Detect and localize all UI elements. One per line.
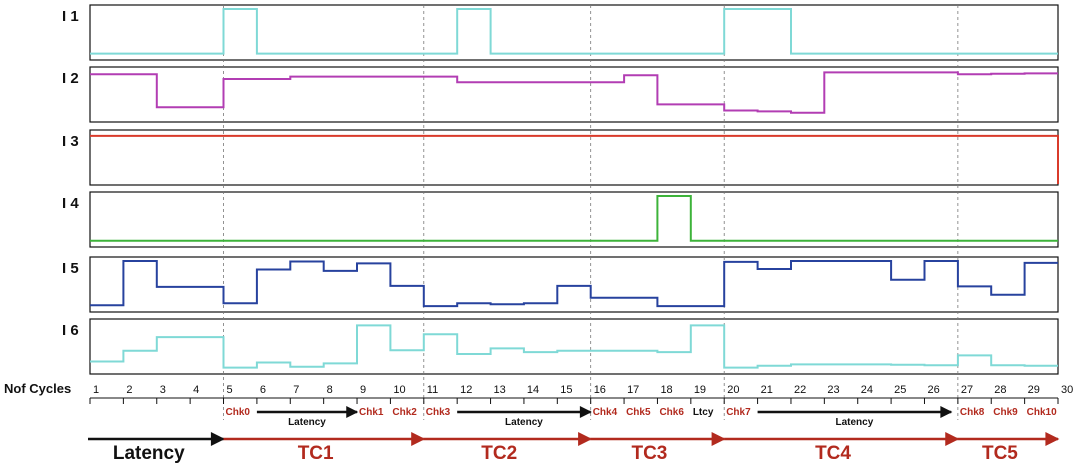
checkpoint-annotations: Chk0 Chk1 Chk2 Chk3 Chk4 Chk5 Chk6 Chk7 Chk8 Chk9…: [226, 406, 1057, 428]
trace-i2: [90, 71, 1058, 114]
x-tick-label-2: 2: [126, 384, 132, 396]
channel-label-4: I 4: [62, 195, 79, 212]
channel-label-5: I 5: [62, 260, 79, 277]
cycle-axis: Nof Cycles 1 2 3 4 5 6 7 8 9 10 11 12 13 14 15 16 17 18 19 2…: [4, 381, 1073, 404]
checkpoint-chk0: Chk0: [226, 407, 251, 418]
phase-label-2: TC1: [298, 443, 334, 464]
x-tick-label-19: 19: [694, 384, 706, 396]
x-axis-title: Nof Cycles: [4, 381, 71, 396]
channel-label-6: I 6: [62, 322, 79, 339]
panel-3: [89, 129, 1059, 186]
checkpoint-chk5: Chk5: [626, 407, 651, 418]
phase-label-3: TC2: [481, 443, 517, 464]
trace-i4: [90, 195, 1058, 242]
x-tick-label-14: 14: [527, 384, 539, 396]
x-tick-label-6: 6: [260, 384, 266, 396]
x-tick-label-17: 17: [627, 384, 639, 396]
x-tick-label-16: 16: [594, 384, 606, 396]
x-tick-label-9: 9: [360, 384, 366, 396]
channel-panels: I 1 I 2 I 3 I 4 I 5 I 6: [62, 4, 1059, 375]
x-tick-label-24: 24: [861, 384, 873, 396]
checkpoint-chk3: Chk3: [426, 407, 451, 418]
panel-2: [89, 66, 1059, 123]
x-tick-label-10: 10: [393, 384, 405, 396]
checkpoint-chk2: Chk2: [392, 407, 417, 418]
panel-1: [89, 4, 1059, 61]
signal-traces: [90, 8, 1059, 369]
panel-4: [89, 191, 1059, 248]
ltcy-label: Ltcy: [693, 407, 714, 418]
x-tick-label-30: 30: [1061, 384, 1073, 396]
checkpoint-chk7: Chk7: [726, 407, 751, 418]
x-tick-label-11: 11: [427, 384, 438, 396]
phase-arrows: Latency TC1 TC2 TC3 TC4 TC5: [88, 432, 1060, 464]
channel-label-1: I 1: [62, 8, 79, 25]
x-tick-label-27: 27: [961, 384, 973, 396]
x-tick-label-7: 7: [293, 384, 299, 396]
checkpoint-chk4: Chk4: [593, 407, 618, 418]
trace-i3: [90, 134, 1059, 184]
x-tick-label-4: 4: [193, 384, 199, 396]
trace-i1: [90, 8, 1058, 55]
x-tick-label-13: 13: [494, 384, 506, 396]
x-tick-label-3: 3: [160, 384, 166, 396]
phase-label-1: Latency: [113, 443, 185, 464]
latency-label-1: Latency: [288, 417, 326, 428]
trace-i5: [90, 260, 1058, 308]
checkpoint-chk8: Chk8: [960, 407, 985, 418]
x-tick-label-18: 18: [660, 384, 672, 396]
x-tick-label-1: 1: [93, 384, 99, 396]
phase-label-4: TC3: [631, 443, 667, 464]
x-tick-label-12: 12: [460, 384, 472, 396]
x-tick-label-15: 15: [560, 384, 572, 396]
x-tick-label-5: 5: [227, 384, 233, 396]
trace-i6: [90, 324, 1058, 369]
x-tick-label-28: 28: [994, 384, 1006, 396]
x-tick-label-29: 29: [1028, 384, 1040, 396]
x-tick-label-25: 25: [894, 384, 906, 396]
phase-label-6: TC5: [982, 443, 1018, 464]
phase-label-5: TC4: [815, 443, 851, 464]
checkpoint-chk9: Chk9: [993, 407, 1018, 418]
latency-label-3: Latency: [835, 417, 873, 428]
channel-label-2: I 2: [62, 70, 79, 87]
x-tick-label-21: 21: [761, 384, 773, 396]
channel-label-3: I 3: [62, 133, 79, 150]
x-tick-label-23: 23: [827, 384, 839, 396]
x-tick-label-22: 22: [794, 384, 806, 396]
checkpoint-chk1: Chk1: [359, 407, 384, 418]
x-tick-label-26: 26: [927, 384, 939, 396]
checkpoint-chk10: Chk10: [1027, 407, 1057, 418]
x-tick-label-8: 8: [327, 384, 333, 396]
x-tick-label-20: 20: [727, 384, 739, 396]
latency-label-2: Latency: [505, 417, 543, 428]
checkpoint-chk6: Chk6: [659, 407, 684, 418]
